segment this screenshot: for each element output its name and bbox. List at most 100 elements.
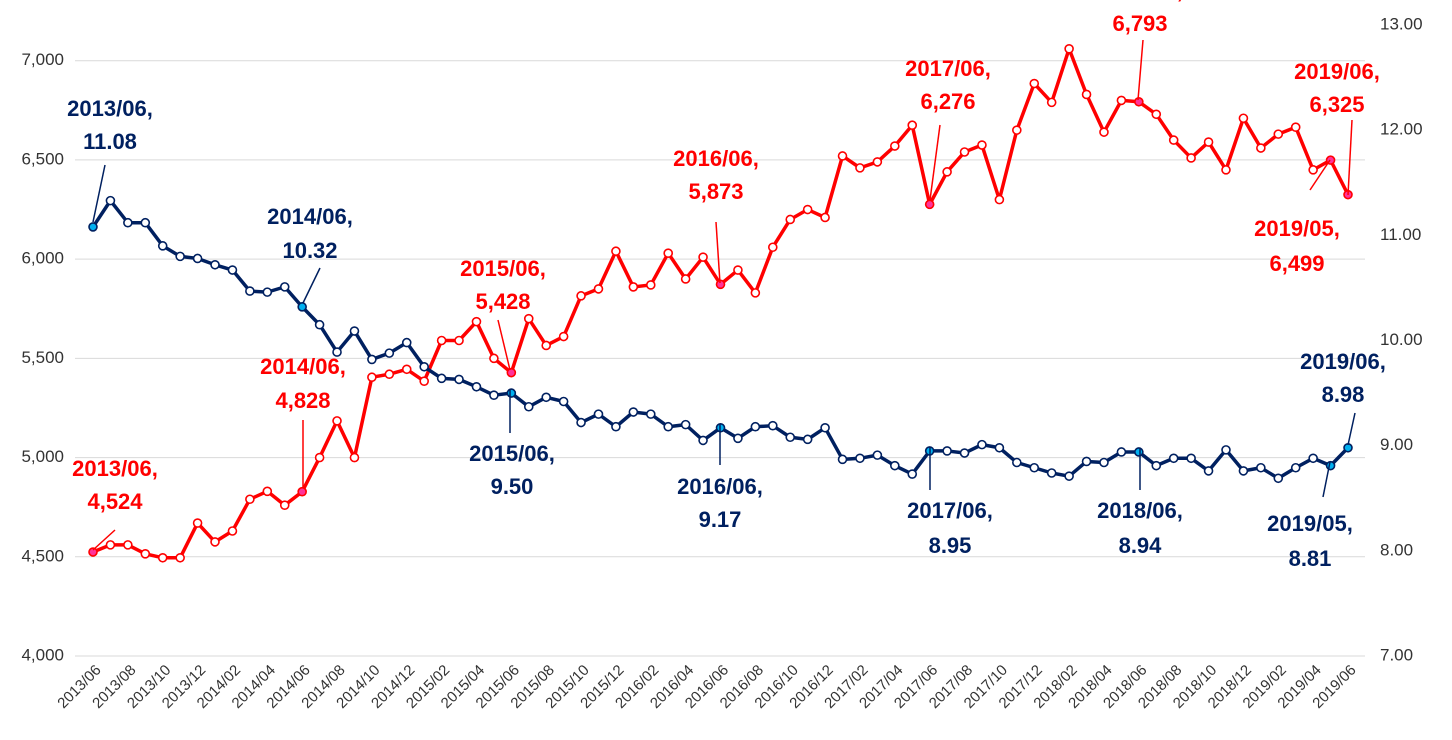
data-point [837,151,848,161]
data-point [489,390,499,400]
leader-line [1309,159,1331,191]
data-point [1081,456,1092,467]
leader-line [1347,119,1353,196]
data-point [489,353,499,364]
data-point [1186,453,1196,464]
leader-line [715,221,721,284]
data-point [890,141,900,151]
data-point [1273,473,1284,484]
data-point [541,392,551,403]
data-point [506,367,517,378]
data-point [820,212,830,223]
data-point [628,282,639,292]
data-point [977,439,987,450]
data-point [1186,153,1196,163]
data-point [210,537,220,547]
data-point [1238,113,1249,124]
data-point [1099,127,1109,137]
data-point [1151,109,1162,120]
data-point [698,252,708,262]
y-tick-label: 5,500 [21,348,64,367]
annotation-date: 2016/06, [673,146,759,171]
data-point [558,331,569,342]
data-point [942,167,952,177]
leader-line [1137,39,1144,101]
leader-line [1347,412,1356,446]
y2-tick-label: 11.00 [1380,225,1421,244]
data-point [1029,462,1040,473]
data-point [1168,135,1179,145]
annotation-date: 2017/06, [907,498,993,523]
data-point [855,453,865,464]
data-point [401,364,412,375]
y2-tick-label: 9.00 [1380,435,1413,454]
annotation-value: 8.81 [1289,546,1332,571]
annotation-value: 6,793 [1112,11,1167,36]
data-point [471,316,482,327]
data-point [645,280,656,290]
data-point [767,242,778,253]
data-point [802,204,813,215]
data-point [942,446,952,456]
data-point [611,421,621,432]
data-point [924,199,935,210]
data-point [105,540,116,550]
y2-tick-label: 12.00 [1380,120,1423,139]
data-point [680,274,691,284]
y-tick-label: 7,000 [21,50,64,69]
data-point [157,552,168,563]
data-point [1273,129,1284,139]
annotation-date: 2019/06, [1300,349,1386,374]
annotation-date: 2015/06, [469,441,555,466]
annotation-value: 11.08 [83,129,137,154]
data-point [523,401,534,412]
annotation-date: 2018/06, [1097,498,1183,523]
data-point [454,335,464,346]
data-point [1221,165,1231,175]
data-point [872,450,883,460]
data-point [994,442,1005,453]
data-point [1308,165,1318,175]
data-point [1029,78,1040,89]
data-point [1168,453,1179,464]
data-point [1064,471,1074,481]
data-point [1290,462,1301,473]
data-point [140,217,151,228]
data-point [767,420,778,431]
data-point [192,253,203,264]
annotation-date: 2014/06, [267,204,353,229]
annotation-value: 9.50 [491,474,534,499]
leader-line [1322,461,1331,498]
data-point [471,381,482,392]
data-point [123,540,133,550]
data-point [419,361,429,372]
annotation-date: 2014/06, [260,354,346,379]
data-point [890,460,900,471]
data-point [367,372,377,383]
data-point [1099,457,1109,468]
data-point [140,549,151,559]
annotation-value: 8.95 [929,533,972,558]
data-point [1256,143,1266,153]
data-point [611,246,621,257]
annotation-date: 2013/06, [67,96,153,121]
data-point [907,120,918,131]
data-point [419,376,429,386]
y2-tick-label: 13.00 [1380,14,1423,33]
data-point [192,518,203,528]
data-point [994,194,1005,205]
y-tick-label: 4,500 [21,546,64,565]
leader-line [929,124,941,201]
data-point [384,348,395,358]
annotation-value: 6,499 [1269,251,1324,276]
data-point [349,452,360,463]
data-point [1151,460,1162,471]
data-point [506,388,517,398]
data-point [105,195,116,206]
data-point [245,494,255,505]
data-point [1238,466,1249,476]
data-point [680,419,691,430]
data-point [576,417,586,428]
data-point [314,452,325,463]
